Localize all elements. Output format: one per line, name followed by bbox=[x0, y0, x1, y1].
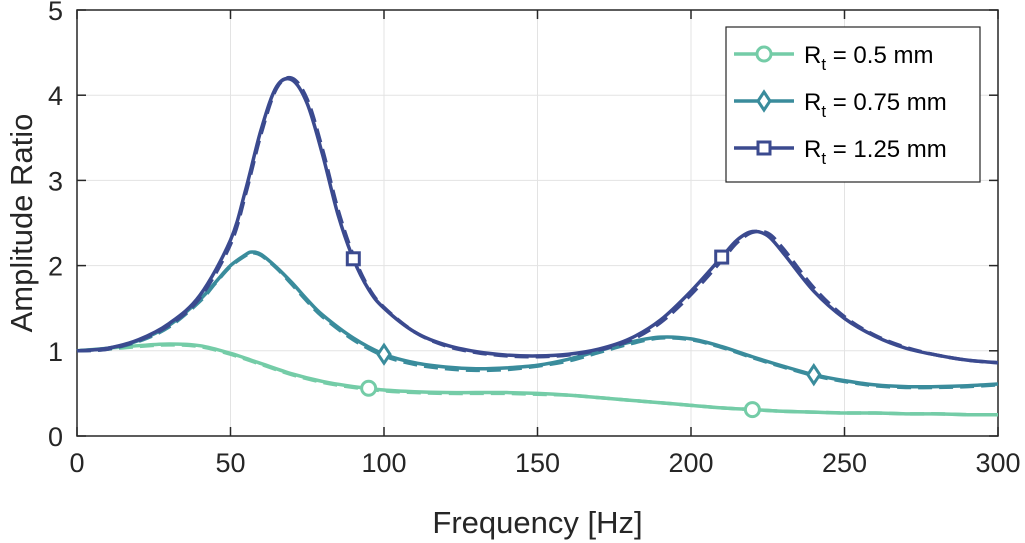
series-3 bbox=[76, 75, 999, 365]
x-tick-label: 0 bbox=[69, 448, 84, 478]
legend-label-1: Rt = 0.5 mm bbox=[804, 42, 933, 74]
y-tick-label: 1 bbox=[48, 337, 63, 367]
x-tick-label: 100 bbox=[361, 448, 406, 478]
series-2-marker bbox=[805, 362, 822, 387]
series-1-marker bbox=[360, 379, 378, 397]
x-axis-title: Frequency [Hz] bbox=[432, 505, 642, 540]
series-layer bbox=[76, 75, 999, 419]
legend: Rt = 0.5 mm Rt = 0.75 mm Rt = 1.25 mm bbox=[725, 26, 981, 183]
x-tick-label: 300 bbox=[975, 448, 1020, 478]
legend-label-2: Rt = 0.75 mm bbox=[804, 89, 947, 121]
axis-ticks bbox=[76, 9, 999, 437]
x-tick-label: 150 bbox=[515, 448, 560, 478]
series-3-solid-line bbox=[76, 76, 999, 365]
series-2-marker bbox=[376, 342, 392, 366]
legend-marker-1 bbox=[755, 45, 773, 63]
x-tick-label: 200 bbox=[668, 448, 713, 478]
y-tick-label: 5 bbox=[48, 0, 63, 26]
series-1-marker bbox=[743, 401, 761, 419]
legend-marker-3 bbox=[756, 140, 772, 156]
series-3-marker bbox=[714, 249, 730, 265]
x-tick-label: 250 bbox=[822, 448, 867, 478]
x-tick-labels: 0 50 100 150 200 250 300 bbox=[69, 448, 1020, 478]
y-tick-label: 3 bbox=[48, 166, 63, 196]
series-1-solid-line bbox=[76, 342, 999, 417]
y-tick-label: 0 bbox=[48, 422, 63, 452]
y-tick-label: 4 bbox=[48, 81, 63, 111]
y-tick-label: 2 bbox=[48, 252, 63, 282]
legend-marker-2 bbox=[756, 89, 772, 113]
y-tick-labels: 0 1 2 3 4 5 bbox=[48, 0, 63, 452]
series-1 bbox=[76, 342, 999, 419]
y-axis-title: Amplitude Ratio bbox=[4, 114, 39, 333]
legend-label-3: Rt = 1.25 mm bbox=[804, 136, 947, 168]
series-2 bbox=[76, 250, 999, 390]
series-3-marker bbox=[345, 251, 361, 267]
x-tick-label: 50 bbox=[215, 448, 245, 478]
